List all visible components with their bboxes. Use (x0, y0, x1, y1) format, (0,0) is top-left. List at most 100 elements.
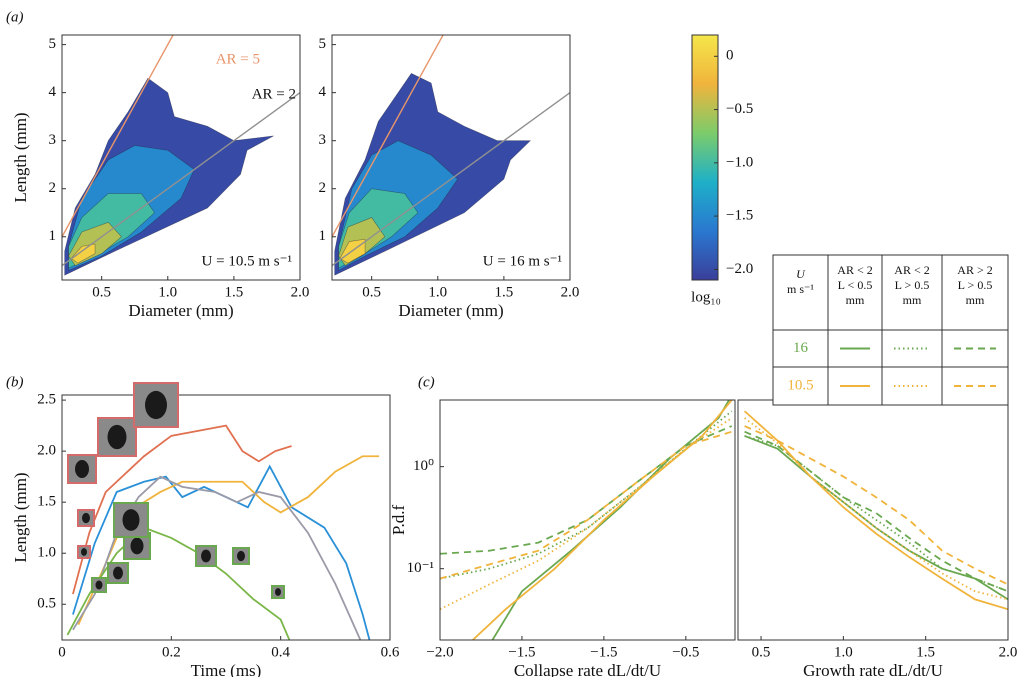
y-tick-label: 10⁻¹ (407, 560, 434, 576)
series-line (440, 430, 732, 580)
plot-frame (331, 34, 571, 281)
x-axis-label: Collapse rate dL/dt/U (514, 661, 661, 677)
x-tick-label: 0 (58, 644, 66, 660)
colorbar-label: log₁₀ (691, 289, 721, 305)
x-tick-label: 1.5 (916, 644, 935, 660)
plot-area (66, 424, 380, 640)
series-line (744, 435, 1008, 593)
y-tick-label: 3 (319, 132, 327, 148)
x-tick-label: 0.2 (162, 644, 181, 660)
y-tick-label: 2.0 (37, 443, 56, 459)
aspect-ratio-line (332, 35, 444, 239)
bubble-shape (122, 509, 140, 531)
colorbar-tick-label: −2.0 (726, 261, 753, 277)
y-tick-label: 2.5 (37, 392, 56, 408)
x-tick-label: 1.0 (428, 284, 447, 300)
panel-label: (a) (6, 9, 24, 25)
annotation: U = 10.5 m s⁻¹ (202, 253, 292, 269)
x-axis-label: Diameter (mm) (128, 301, 233, 320)
x-tick-label: 2.0 (999, 644, 1018, 660)
y-tick-label: 5 (49, 36, 57, 52)
x-tick-label: −1.5 (590, 644, 617, 660)
y-tick-label: 1 (49, 228, 57, 244)
panel-label: (b) (6, 374, 24, 390)
y-axis-label: Length (mm) (11, 472, 30, 562)
y-axis-label: Length (mm) (11, 112, 30, 202)
bubble-shape (107, 424, 127, 450)
bubble-shape (113, 566, 123, 580)
x-tick-label: 0.4 (271, 644, 290, 660)
plot-area (743, 410, 1008, 611)
y-tick-label: 10⁰ (413, 458, 434, 474)
plot-area (440, 400, 733, 640)
legend-header: mm (846, 293, 865, 307)
series-line (66, 526, 291, 640)
legend-header: AR < 2 (837, 263, 872, 277)
legend-header: mm (903, 293, 922, 307)
plot-area (332, 35, 570, 276)
x-tick-label: −1.5 (508, 644, 535, 660)
legend-header: m s⁻¹ (787, 282, 814, 296)
x-axis-label: Time (ms) (191, 661, 262, 677)
bubble-shape (237, 550, 245, 562)
y-tick-label: 2 (319, 180, 327, 196)
plot-frame (737, 399, 1009, 641)
contour-region (70, 243, 96, 264)
x-tick-label: 1.0 (158, 284, 177, 300)
series-line (491, 400, 731, 640)
legend-row-label: 16 (793, 340, 809, 356)
bubble-shape (75, 460, 89, 478)
y-axis-label: P.d.f (389, 505, 408, 536)
legend-header: AR < 2 (894, 263, 929, 277)
bubble-shape (82, 512, 90, 524)
legend-header: mm (966, 293, 985, 307)
colorbar-tick-label: −1.0 (726, 154, 753, 170)
x-tick-label: 2.0 (561, 284, 580, 300)
series-line (744, 417, 1008, 601)
colorbar-tick-label: −0.5 (726, 101, 753, 117)
bubble-shape (95, 580, 103, 590)
bubble-shape (145, 390, 167, 420)
legend-header: L > 0.5 (895, 278, 930, 292)
series-line (440, 425, 733, 555)
plot-frame (439, 399, 736, 641)
plot-frame (61, 394, 391, 641)
y-tick-label: 1.5 (37, 494, 56, 510)
series-line (744, 430, 1008, 593)
legend-header: L > 0.5 (958, 278, 993, 292)
series-line (743, 410, 1008, 611)
annotation: U = 16 m s⁻¹ (483, 253, 562, 269)
series-line (72, 424, 292, 595)
aspect-ratio-line (62, 35, 174, 239)
y-tick-label: 5 (319, 36, 327, 52)
aspect-ratio-line (62, 92, 300, 267)
y-tick-label: 4 (319, 84, 327, 100)
annotation: AR = 5 (216, 51, 260, 67)
x-tick-label: 1.0 (834, 644, 853, 660)
series-line (72, 464, 371, 640)
x-tick-label: 1.5 (225, 284, 244, 300)
bubble-shape (130, 537, 144, 555)
colorbar-tick-label: −1.5 (726, 208, 753, 224)
x-tick-label: 0.6 (381, 644, 400, 660)
panel-label: (c) (418, 374, 435, 390)
bubble-shape (201, 549, 211, 563)
colorbar (691, 34, 719, 281)
plot-area (62, 35, 300, 276)
y-tick-label: 2 (49, 180, 57, 196)
x-axis-label: Growth rate dL/dt/U (803, 661, 943, 677)
x-tick-label: 2.0 (291, 284, 310, 300)
aspect-ratio-line (332, 92, 570, 267)
y-tick-label: 0.5 (37, 596, 56, 612)
plot-frame (61, 34, 301, 281)
colorbar-tick-label: 0 (726, 48, 734, 64)
legend-row-label: 10.5 (787, 377, 813, 393)
bubble-shape (275, 588, 281, 596)
bubble-shape (81, 548, 87, 556)
x-tick-label: 0.5 (362, 284, 381, 300)
legend-header: AR > 2 (957, 263, 992, 277)
x-tick-label: −0.5 (672, 644, 699, 660)
y-tick-label: 1.0 (37, 545, 56, 561)
legend-header: L < 0.5 (838, 278, 873, 292)
